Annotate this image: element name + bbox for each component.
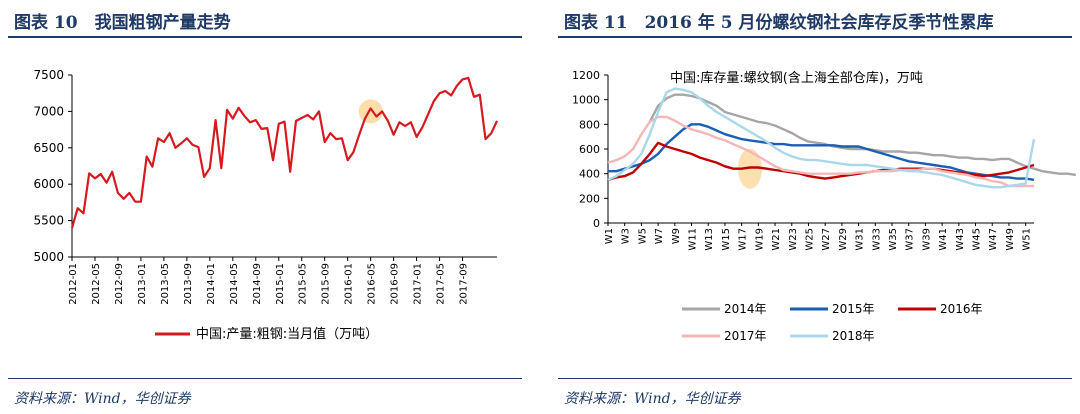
y-tick-label: 7000 bbox=[33, 104, 64, 118]
figure-title: 图表 10 我国粗钢产量走势 bbox=[14, 13, 231, 33]
series-line-2018年 bbox=[607, 87, 1036, 189]
y-tick-label: 7500 bbox=[33, 68, 64, 82]
x-tick-label: 2013-09 bbox=[183, 263, 194, 305]
x-tick-label: 2016-09 bbox=[390, 263, 401, 305]
y-tick-label: 5500 bbox=[33, 214, 64, 228]
x-tick-label: 2012-09 bbox=[114, 263, 125, 305]
y-tick-label: 200 bbox=[579, 192, 600, 205]
legend-label: 2015年 bbox=[832, 302, 875, 316]
x-tick-label: 2015-01 bbox=[275, 263, 286, 305]
y-tick-label: 400 bbox=[579, 168, 600, 181]
x-tick-label: W41 bbox=[938, 228, 949, 251]
x-tick-label: 2012-05 bbox=[91, 263, 102, 305]
x-tick-label: W23 bbox=[788, 228, 799, 251]
x-tick-label: W1 bbox=[604, 228, 615, 244]
x-tick-label: 2017-01 bbox=[413, 263, 424, 305]
x-tick-label: W49 bbox=[1005, 228, 1016, 251]
source-rule bbox=[558, 378, 1072, 379]
x-tick-label: 2013-01 bbox=[137, 263, 148, 305]
x-tick-label: W17 bbox=[738, 228, 749, 251]
x-tick-label: 2016-05 bbox=[367, 263, 378, 305]
x-tick-label: W5 bbox=[637, 228, 648, 244]
x-tick-label: 2016-01 bbox=[344, 263, 355, 305]
x-tick-label: W33 bbox=[871, 228, 882, 251]
x-tick-label: W37 bbox=[905, 228, 916, 251]
x-tick-label: W51 bbox=[1022, 228, 1033, 251]
x-tick-label: 2017-09 bbox=[459, 263, 470, 305]
legend-label: 2014年 bbox=[724, 302, 767, 316]
y-tick-label: 800 bbox=[579, 118, 600, 131]
x-tick-label: W19 bbox=[754, 228, 765, 251]
highlight-marker bbox=[738, 148, 762, 189]
legend-label: 2016年 bbox=[940, 302, 983, 316]
x-tick-label: 2014-01 bbox=[206, 263, 217, 305]
y-tick-label: 600 bbox=[579, 143, 600, 156]
x-tick-label: 2015-05 bbox=[298, 263, 309, 305]
x-tick-label: 2017-05 bbox=[436, 263, 447, 305]
source-note: 资料来源：Wind，华创证券 bbox=[14, 391, 191, 407]
title-rule bbox=[8, 36, 522, 38]
panel-right: 图表 11 2016 年 5 月份螺纹钢社会库存反季节性累库 0 200 400 60… bbox=[550, 0, 1080, 414]
chart-rebar-inventory: 0 200 400 600 800 1000 1200 W1 W3 W5 W7 W9 W11 W13 W15… bbox=[572, 69, 1076, 343]
x-tick-label: W25 bbox=[804, 228, 815, 251]
x-tick-label: W45 bbox=[972, 228, 983, 251]
series-line-crude-steel bbox=[70, 76, 498, 229]
legend-label: 中国:产量:粗钢:当月值（万吨） bbox=[196, 326, 378, 342]
x-tick-label: W7 bbox=[654, 228, 665, 244]
source-note: 资料来源：Wind，华创证券 bbox=[564, 391, 741, 407]
y-tick-label: 1200 bbox=[572, 69, 600, 82]
title-rule bbox=[558, 36, 1072, 38]
y-tick-label: 1000 bbox=[572, 94, 600, 107]
x-tick-label: W31 bbox=[855, 228, 866, 251]
panel-left: 图表 10 我国粗钢产量走势 5000 5500 6000 6500 7000 7500 2… bbox=[0, 0, 530, 414]
x-tick-label: 2014-09 bbox=[252, 263, 263, 305]
x-tick-label: W27 bbox=[821, 228, 832, 251]
y-tick-label: 5000 bbox=[33, 250, 64, 264]
source-rule bbox=[8, 378, 522, 379]
x-tick-label: W13 bbox=[704, 228, 715, 251]
figure-title: 图表 11 2016 年 5 月份螺纹钢社会库存反季节性累库 bbox=[564, 13, 994, 33]
x-tick-label: W3 bbox=[621, 228, 632, 244]
x-tick-label: 2013-05 bbox=[160, 263, 171, 305]
x-tick-label: W15 bbox=[721, 228, 732, 251]
x-tick-label: 2012-01 bbox=[68, 263, 79, 305]
y-tick-label: 0 bbox=[593, 217, 600, 230]
x-tick-label: W39 bbox=[921, 228, 932, 251]
y-tick-label: 6000 bbox=[33, 177, 64, 191]
x-tick-label: W43 bbox=[955, 228, 966, 251]
highlight-marker bbox=[358, 99, 383, 124]
series-line-2016年 bbox=[607, 141, 1035, 181]
x-tick-label: W35 bbox=[888, 228, 899, 251]
x-tick-label: W11 bbox=[688, 228, 699, 251]
series-line-2017年 bbox=[607, 115, 1034, 188]
series-line-2015年 bbox=[608, 123, 1035, 181]
x-tick-label: W47 bbox=[988, 228, 999, 251]
x-tick-label: 2015-09 bbox=[321, 263, 332, 305]
chart-title: 中国:库存量:螺纹钢(含上海全部仓库)，万吨 bbox=[670, 70, 923, 86]
x-tick-label: 2014-05 bbox=[229, 263, 240, 305]
x-tick-label: W29 bbox=[838, 228, 849, 251]
legend-label: 2018年 bbox=[832, 329, 875, 343]
x-tick-label: W21 bbox=[771, 228, 782, 251]
y-tick-label: 6500 bbox=[33, 141, 64, 155]
chart-crude-steel-output: 5000 5500 6000 6500 7000 7500 2012-01 2012-05 20… bbox=[33, 68, 498, 342]
legend-label: 2017年 bbox=[724, 329, 767, 343]
x-tick-label: W9 bbox=[671, 228, 682, 244]
